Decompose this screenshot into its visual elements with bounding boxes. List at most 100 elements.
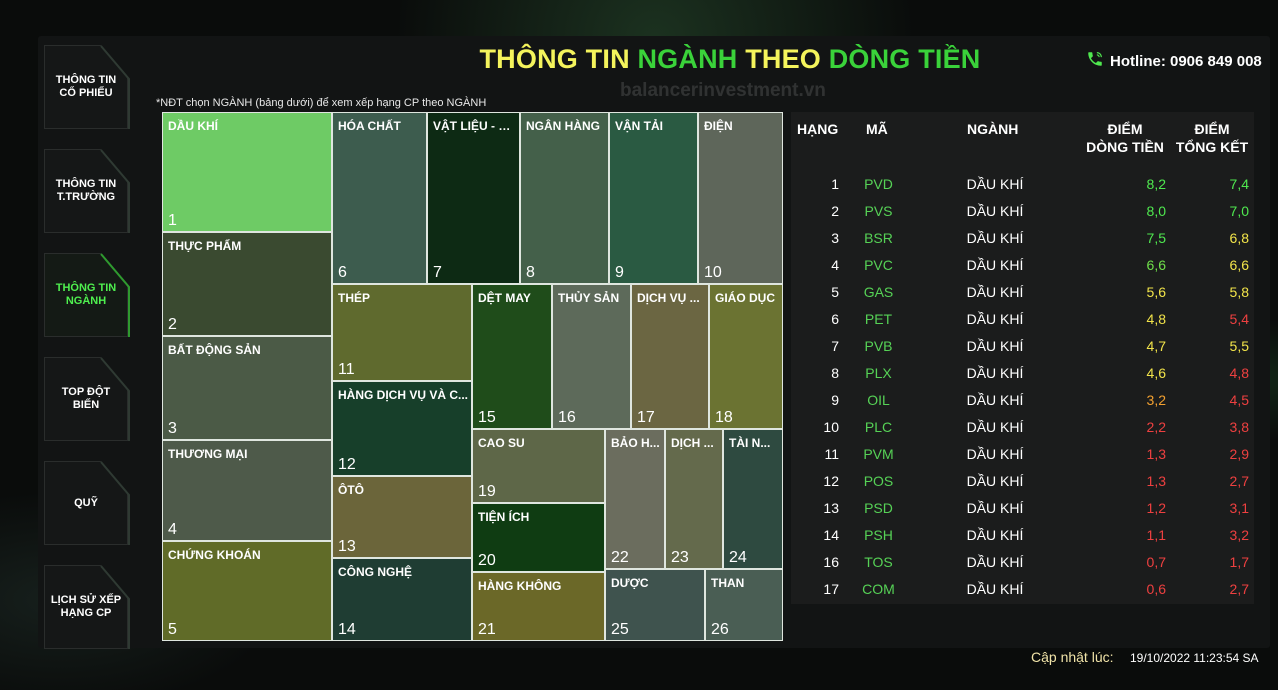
hotline[interactable]: Hotline: 0906 849 008 [1086,50,1262,72]
treemap-cell[interactable]: CAO SU 19 [472,429,605,503]
table-row[interactable]: 1 PVD DẦU KHÍ 8,2 7,4 [791,171,1254,198]
treemap-cell[interactable]: HÀNG KHÔNG 21 [472,572,605,641]
treemap-cell[interactable]: BẤT ĐỘNG SẢN 3 [162,336,332,440]
treemap-cell[interactable]: TIỆN ÍCH 20 [472,503,605,572]
treemap-cell-rank: 26 [711,621,729,638]
row-flow-score: 2,2 [1146,419,1166,435]
table-row[interactable]: 12 POS DẦU KHÍ 1,3 2,7 [791,468,1254,495]
watermark: balancerinvestment.vn [620,80,826,101]
header-sector[interactable]: NGÀNH [967,121,1019,137]
treemap-cell[interactable]: THƯƠNG MẠI 4 [162,440,332,541]
treemap-cell-rank: 14 [338,621,356,638]
treemap-cell[interactable]: BẢO H... 22 [605,429,665,569]
header-code[interactable]: MÃ [866,121,888,137]
row-code: COM [862,581,895,597]
treemap-cell-name: TÀI N... [729,436,771,450]
treemap-cell[interactable]: ÔTÔ 13 [332,476,472,558]
table-row[interactable]: 2 PVS DẦU KHÍ 8,0 7,0 [791,198,1254,225]
treemap-cell-name: HÀNG DỊCH VỤ VÀ C... [338,388,468,402]
instruction-note: *NĐT chọn NGÀNH (bảng dưới) để xem xếp h… [156,97,487,109]
table-row[interactable]: 6 PET DẦU KHÍ 4,8 5,4 [791,306,1254,333]
treemap-cell-rank: 16 [558,409,576,426]
header-flow-line1: ĐIỂM [1107,121,1143,137]
phone-icon [1086,50,1104,72]
table-row[interactable]: 17 COM DẦU KHÍ 0,6 2,7 [791,576,1254,603]
table-row[interactable]: 7 PVB DẦU KHÍ 4,7 5,5 [791,333,1254,360]
row-flow-score: 0,6 [1146,581,1166,597]
row-flow-score: 6,6 [1146,257,1166,273]
row-rank: 10 [823,419,839,435]
treemap-cell-name: DỊCH ... [671,436,714,450]
treemap-cell-name: HÀNG KHÔNG [478,579,562,593]
table-row[interactable]: 8 PLX DẦU KHÍ 4,6 4,8 [791,360,1254,387]
treemap-cell[interactable]: THAN 26 [705,569,783,641]
row-code: OIL [867,392,890,408]
row-total-score: 7,0 [1229,203,1249,219]
treemap-cell-name: BẢO H... [611,436,660,450]
treemap-cell[interactable]: NGÂN HÀNG 8 [520,112,609,284]
row-total-score: 7,4 [1229,176,1249,192]
row-sector: DẦU KHÍ [966,500,1024,516]
treemap-cell[interactable]: CHỨNG KHOÁN 5 [162,541,332,641]
treemap-cell[interactable]: THÉP 11 [332,284,472,381]
row-code: PSD [864,500,893,516]
treemap-cell[interactable]: DỆT MAY 15 [472,284,552,429]
table-row[interactable]: 5 GAS DẦU KHÍ 5,6 5,8 [791,279,1254,306]
row-total-score: 6,6 [1229,257,1249,273]
row-flow-score: 7,5 [1146,230,1166,246]
row-sector: DẦU KHÍ [966,257,1024,273]
treemap-cell[interactable]: HÀNG DỊCH VỤ VÀ C... 12 [332,381,472,476]
treemap-cell[interactable]: CÔNG NGHỆ 14 [332,558,472,641]
table-row[interactable]: 13 PSD DẦU KHÍ 1,2 3,1 [791,495,1254,522]
treemap-cell[interactable]: HÓA CHẤT 6 [332,112,427,284]
row-sector: DẦU KHÍ [966,284,1024,300]
treemap-cell[interactable]: GIÁO DỤC 18 [709,284,783,429]
table-row[interactable]: 16 TOS DẦU KHÍ 0,7 1,7 [791,549,1254,576]
treemap-cell[interactable]: DỊCH VỤ ... 17 [631,284,709,429]
header-total-score[interactable]: ĐIỂM TỔNG KẾT [1172,120,1252,156]
treemap-cell[interactable]: THỰC PHẨM 2 [162,232,332,336]
row-total-score: 3,2 [1229,527,1249,543]
sidebar-item-label: LỊCH SỬ XẾP HẠNG CP [50,594,122,619]
stock-table-panel [791,112,1254,604]
treemap-cell-rank: 23 [671,549,689,566]
treemap-cell-rank: 11 [338,361,355,378]
treemap-cell[interactable]: DỊCH ... 23 [665,429,723,569]
treemap-cell-name: ĐIỆN [704,119,733,133]
row-sector: DẦU KHÍ [966,203,1024,219]
treemap-cell[interactable]: VẬN TẢI 9 [609,112,698,284]
row-total-score: 2,9 [1229,446,1249,462]
table-row[interactable]: 9 OIL DẦU KHÍ 3,2 4,5 [791,387,1254,414]
treemap-cell-name: BẤT ĐỘNG SẢN [168,343,261,357]
header-rank[interactable]: HẠNG [797,121,839,137]
treemap-cell[interactable]: DƯỢC 25 [605,569,705,641]
treemap-cell-name: THƯƠNG MẠI [168,447,248,461]
treemap-cell-rank: 7 [433,264,442,281]
table-row[interactable]: 4 PVC DẦU KHÍ 6,6 6,6 [791,252,1254,279]
header-flow-score[interactable]: ĐIỂM DÒNG TIỀN [1080,120,1170,156]
treemap-cell-name: CÔNG NGHỆ [338,565,413,579]
treemap-cell-name: GIÁO DỤC [715,291,775,305]
row-total-score: 5,5 [1229,338,1249,354]
table-row[interactable]: 14 PSH DẦU KHÍ 1,1 3,2 [791,522,1254,549]
treemap-cell[interactable]: VẬT LIỆU - X... 7 [427,112,520,284]
table-row[interactable]: 3 BSR DẦU KHÍ 7,5 6,8 [791,225,1254,252]
row-rank: 9 [831,392,839,408]
treemap-cell-name: DẦU KHÍ [168,119,218,133]
row-total-score: 5,4 [1229,311,1249,327]
treemap-cell[interactable]: TÀI N... 24 [723,429,783,569]
row-total-score: 2,7 [1229,473,1249,489]
treemap-cell-name: CAO SU [478,436,525,450]
treemap-cell[interactable]: DẦU KHÍ 1 [162,112,332,232]
treemap-cell-rank: 25 [611,621,629,638]
table-row[interactable]: 11 PVM DẦU KHÍ 1,3 2,9 [791,441,1254,468]
header-total-line1: ĐIỂM [1194,121,1230,137]
row-flow-score: 0,7 [1146,554,1166,570]
table-row[interactable]: 10 PLC DẦU KHÍ 2,2 3,8 [791,414,1254,441]
row-sector: DẦU KHÍ [966,176,1024,192]
row-sector: DẦU KHÍ [966,338,1024,354]
treemap-cell[interactable]: ĐIỆN 10 [698,112,783,284]
row-code: PVS [864,203,893,219]
row-code: PET [864,311,893,327]
treemap-cell[interactable]: THỦY SẢN 16 [552,284,631,429]
